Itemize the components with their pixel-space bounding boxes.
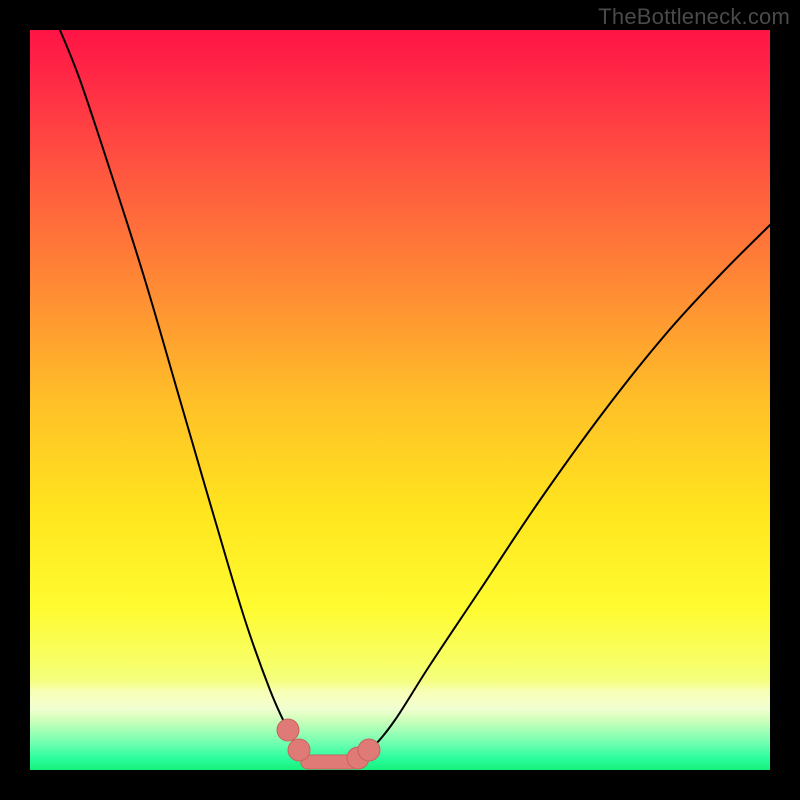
trough-marker-0: [277, 719, 299, 741]
chart-svg: [0, 0, 800, 800]
pale-band-overlay: [30, 672, 770, 725]
trough-marker-3: [358, 739, 380, 761]
plot-gradient: [30, 30, 770, 770]
trough-marker-1: [288, 739, 310, 761]
chart-stage: TheBottleneck.com: [0, 0, 800, 800]
watermark-label: TheBottleneck.com: [598, 4, 790, 30]
